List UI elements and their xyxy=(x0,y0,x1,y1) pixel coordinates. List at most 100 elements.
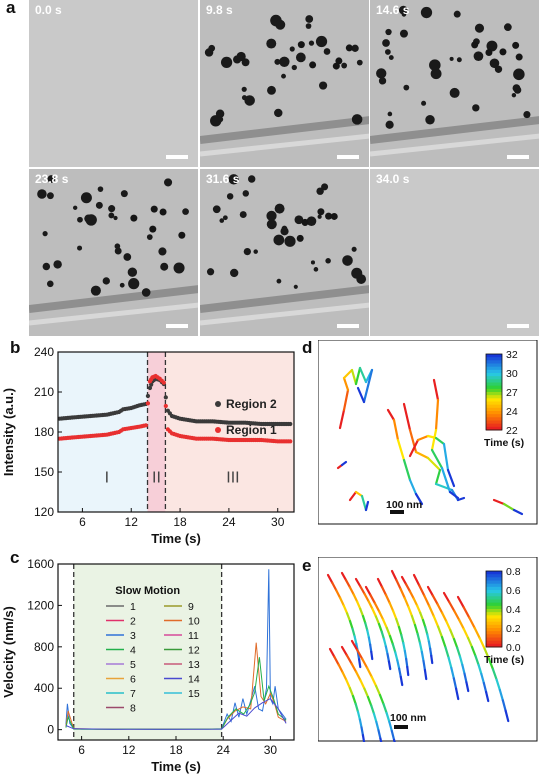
trajectory-segment xyxy=(452,637,459,649)
nanoparticle xyxy=(244,95,255,106)
legend-label: 13 xyxy=(188,659,200,671)
nanoparticle xyxy=(345,44,353,52)
colorbar-segment xyxy=(486,605,502,610)
trajectory-segment xyxy=(385,626,392,638)
trajectory-segment xyxy=(434,468,442,486)
membrane-edge xyxy=(200,285,369,313)
trajectory-segment xyxy=(412,573,421,587)
trajectory-segment xyxy=(442,591,451,604)
nanoparticle xyxy=(280,227,289,236)
membrane-edge xyxy=(29,302,198,326)
frame-timestamp: 0.0 s xyxy=(35,3,62,17)
nanoparticle xyxy=(108,205,116,213)
colorbar-segment xyxy=(486,379,502,383)
y-axis-label: Velocity (nm/s) xyxy=(1,606,16,698)
trajectory-segment xyxy=(354,366,362,386)
colorbar-segment xyxy=(486,354,502,358)
nanoparticle xyxy=(515,53,523,61)
colorbar-segment xyxy=(486,414,502,418)
trajectory-segment xyxy=(402,458,412,482)
nanoparticle xyxy=(313,267,319,272)
trajectory-segment xyxy=(396,659,401,670)
colorbar-segment xyxy=(486,602,502,607)
x-axis-label: Time (s) xyxy=(151,759,201,774)
scale-bar-label: 100 nm xyxy=(390,712,426,724)
trajectory-segment xyxy=(377,729,382,740)
colorbar-segment xyxy=(486,599,502,604)
y-tick-label: 0 xyxy=(47,723,54,737)
trajectory-segment xyxy=(463,672,468,684)
trajectory-segment xyxy=(512,508,524,516)
trajectory-segment xyxy=(380,585,388,597)
trajectory-segment xyxy=(502,502,516,512)
trajectory-segment xyxy=(382,702,388,715)
colorbar-segment xyxy=(486,574,502,578)
nanoparticle xyxy=(399,29,408,38)
x-tick-label: 18 xyxy=(169,743,183,757)
colorbar-frame xyxy=(485,353,503,431)
micrograph-frame: 34.0 s xyxy=(370,169,539,336)
trajectory-segment xyxy=(427,640,432,650)
nanoparticle xyxy=(309,61,317,69)
trajectory-segment xyxy=(468,616,476,630)
trajectory-segment xyxy=(331,581,338,592)
trajectory-segment xyxy=(403,649,408,661)
trajectory-segment xyxy=(416,632,422,645)
trajectory-segment xyxy=(431,594,439,606)
trajectory-segment xyxy=(473,626,481,640)
nanoparticle xyxy=(485,49,493,57)
legend-label: 14 xyxy=(188,674,200,686)
colorbar-segment xyxy=(486,609,502,613)
nanoparticle xyxy=(325,258,331,264)
nanoparticle xyxy=(351,44,359,53)
trajectory-segment xyxy=(342,376,350,392)
trajectory-segment xyxy=(388,634,394,646)
trajectory-segment xyxy=(367,600,374,611)
nanoparticle xyxy=(120,190,128,198)
colorbar-segment xyxy=(486,624,502,629)
nanoparticle xyxy=(266,38,277,49)
membrane-edge xyxy=(370,133,539,157)
nanoparticle xyxy=(114,247,122,255)
colorbar-tick-label: 27 xyxy=(506,387,518,399)
trajectory-segment xyxy=(432,378,440,402)
frame-background xyxy=(200,169,369,336)
nanoparticle xyxy=(293,284,298,289)
y-tick-label: 1600 xyxy=(27,557,54,571)
nanoparticle xyxy=(486,40,498,52)
nanoparticle xyxy=(398,5,408,15)
nanoparticle xyxy=(449,87,460,98)
trajectory-segment xyxy=(461,663,466,675)
trajectory-segment xyxy=(364,500,370,512)
trajectory-segment xyxy=(354,490,364,498)
nanoparticle xyxy=(385,28,392,36)
frame-background xyxy=(370,169,539,336)
scale-bar-label: 100 nm xyxy=(386,499,422,511)
colorbar-segment xyxy=(486,357,502,361)
membrane-edge xyxy=(200,133,369,157)
trajectory-segment xyxy=(402,641,406,653)
x-tick-label: 24 xyxy=(217,743,231,757)
colorbar-segment xyxy=(486,404,502,409)
frame-timestamp: 23.8 s xyxy=(35,172,69,186)
nanoparticle xyxy=(149,225,157,233)
data-point xyxy=(288,439,293,444)
trajectory-segment xyxy=(340,460,348,467)
trajectory-segment xyxy=(358,658,362,669)
trajectory-segment xyxy=(369,643,373,653)
colorbar-segment xyxy=(486,634,502,638)
nanoparticle xyxy=(385,120,394,129)
trajectory-segment xyxy=(359,607,365,618)
nanoparticle xyxy=(206,268,215,276)
trajectory-segment xyxy=(350,368,358,386)
trajectory-segment xyxy=(398,667,402,678)
legend-label: 15 xyxy=(188,688,200,700)
trajectory-segment xyxy=(458,618,465,631)
nanoparticle xyxy=(471,41,479,49)
nanoparticle xyxy=(273,234,285,246)
nanoparticle xyxy=(46,192,54,200)
scale-bar xyxy=(337,324,359,328)
nanoparticle xyxy=(511,92,517,98)
x-tick-label: 6 xyxy=(78,743,85,757)
trajectory-segment xyxy=(402,402,412,432)
